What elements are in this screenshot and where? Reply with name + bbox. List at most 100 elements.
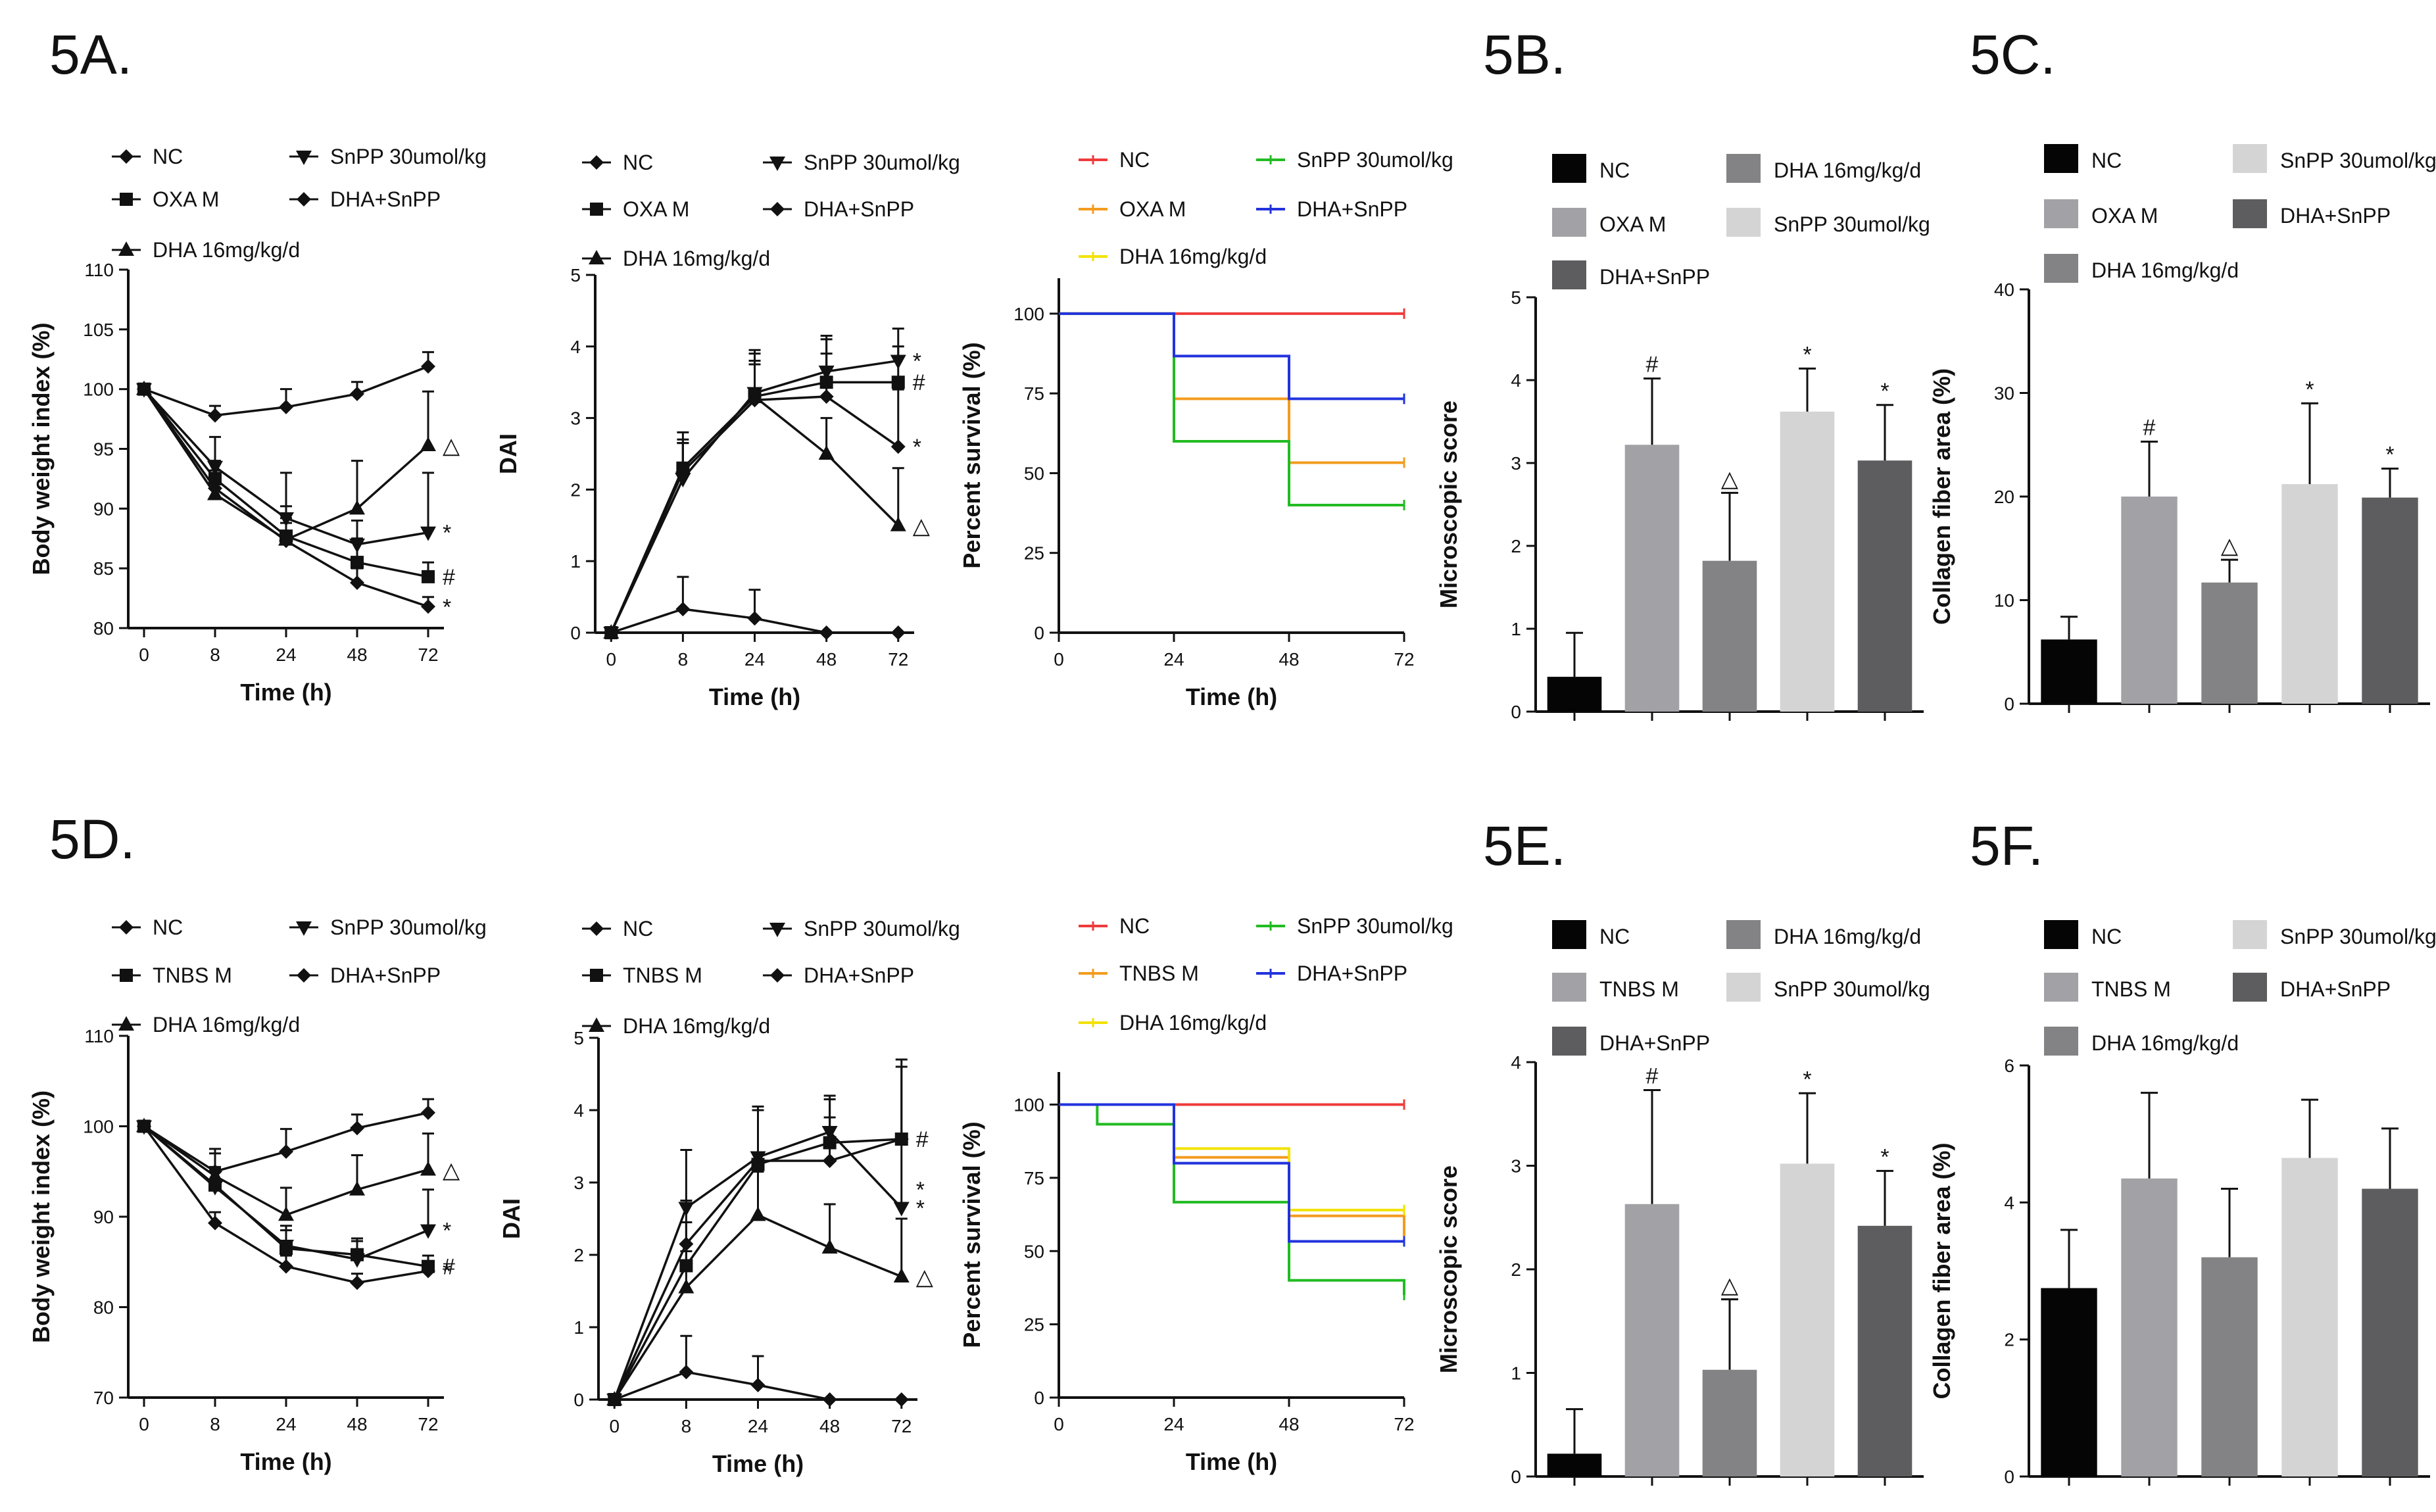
bar	[2121, 497, 2178, 704]
y-tick-label: 4	[573, 1100, 584, 1121]
y-tick-label: 0	[1511, 1467, 1521, 1487]
y-axis-title: DAI	[498, 1198, 525, 1239]
y-tick-label: 100	[1013, 1095, 1044, 1115]
significance-mark: #	[1646, 352, 1659, 377]
legend-swatch	[2233, 973, 2267, 1002]
data-point	[278, 1206, 294, 1221]
legend-item: NC	[582, 151, 653, 174]
legend-swatch	[1552, 1027, 1586, 1056]
y-tick-label: 30	[1994, 383, 2014, 404]
bar	[1547, 677, 1602, 712]
legend-swatch	[2233, 920, 2267, 949]
data-point	[893, 1202, 910, 1217]
y-axis-title: Microscopic score	[1435, 401, 1462, 608]
legend-marker	[297, 968, 311, 983]
significance-mark: *	[443, 1259, 451, 1284]
legend-swatch	[1552, 154, 1586, 183]
x-tick-label: 8	[210, 645, 220, 665]
legend-label: SnPP 30umol/kg	[1774, 212, 1930, 236]
legend-label: OXA M	[153, 187, 219, 211]
panel-label-5f: 5F.	[1970, 815, 2043, 877]
legend-label: DHA+SnPP	[2280, 204, 2391, 228]
x-tick-label: 72	[418, 1414, 438, 1434]
y-tick-label: 110	[84, 260, 114, 280]
survival-curve-4	[1059, 1103, 1404, 1243]
bar	[2281, 1158, 2338, 1476]
x-tick-label: 48	[347, 1414, 367, 1434]
y-tick-label: 90	[93, 499, 114, 519]
legend-label: NC	[1599, 159, 1630, 182]
y-tick-label: 4	[1511, 370, 1521, 391]
legend-item: NC	[582, 917, 653, 940]
significance-mark: △	[1721, 1273, 1739, 1298]
legend-swatch	[2044, 144, 2078, 173]
survival-chart-a3: 0 25 50 75 100 Percent survival (%) 0 24 48 72 Tim…	[958, 148, 1453, 710]
legend-item: SnPP 30umol/kg	[2233, 920, 2436, 949]
legend-label: SnPP 30umol/kg	[330, 915, 487, 939]
line-chart-d2: 0 1 2 3 4 5 DAI 0 8 24 48 72 Time (h) * # * △ NC SnPP 30um…	[498, 917, 960, 1477]
legend-marker	[297, 192, 311, 207]
legend-swatch	[1726, 920, 1761, 949]
bar	[1702, 560, 1757, 712]
series-0	[137, 351, 435, 423]
bar-chart-b: 0 1 2 3 4 5 Microscopic score # △ * * NC DHA 16mg/kg…	[1435, 154, 1930, 722]
x-axis-title: Time (h)	[1186, 1448, 1277, 1475]
y-tick-label: 0	[573, 1390, 584, 1410]
x-tick-label: 24	[748, 1416, 768, 1436]
bar	[2201, 1257, 2258, 1476]
y-axis-title: Percent survival (%)	[958, 1121, 985, 1348]
bar	[1780, 1163, 1835, 1476]
y-tick-label: 4	[1511, 1052, 1521, 1073]
legend-item: TNBS M	[2044, 973, 2171, 1002]
data-point	[675, 602, 691, 617]
y-tick-label: 105	[83, 320, 114, 340]
y-tick-label: 0	[2004, 1467, 2014, 1487]
legend-label: SnPP 30umol/kg	[330, 145, 487, 168]
legend-swatch	[2044, 1027, 2078, 1056]
legend-item: TNBS M	[1079, 962, 1199, 985]
legend-item: NC	[2044, 144, 2122, 173]
legend-label: DHA+SnPP	[330, 963, 441, 987]
legend-item: SnPP 30umol/kg	[2233, 144, 2436, 173]
significance-mark: #	[1646, 1064, 1659, 1089]
legend-item: SnPP 30umol/kg	[1726, 208, 1930, 237]
y-tick-label: 50	[1024, 463, 1044, 483]
legend-label: DHA+SnPP	[2280, 977, 2391, 1001]
x-tick-label: 0	[1054, 649, 1064, 670]
legend-marker	[589, 155, 604, 170]
survival-curve-4	[1059, 312, 1404, 401]
legend-label: SnPP 30umol/kg	[804, 917, 960, 940]
significance-mark: #	[916, 1127, 929, 1152]
y-tick-label: 20	[1994, 487, 2014, 507]
legend-label: DHA 16mg/kg/d	[153, 1013, 300, 1036]
legend-label: NC	[2091, 925, 2122, 948]
legend-label: OXA M	[1599, 212, 1666, 236]
data-point	[750, 1154, 766, 1168]
x-tick-label: 24	[276, 645, 296, 665]
y-tick-label: 2	[573, 1245, 584, 1265]
legend-marker	[589, 921, 604, 936]
legend-item: OXA M	[2044, 199, 2158, 228]
data-point	[747, 393, 762, 408]
legend-label: NC	[623, 151, 653, 174]
x-tick-label: 0	[139, 1414, 149, 1434]
data-point	[349, 500, 365, 515]
series-4	[137, 1119, 435, 1290]
legend-marker	[769, 923, 785, 937]
data-point	[349, 1253, 365, 1268]
significance-mark: #	[913, 370, 925, 395]
data-point	[607, 1392, 622, 1407]
legend-label: OXA M	[623, 197, 689, 221]
x-tick-label: 8	[681, 1416, 692, 1436]
series-4	[604, 353, 906, 640]
bar	[1702, 1369, 1757, 1476]
bar	[2362, 1188, 2418, 1476]
data-point	[675, 464, 691, 479]
legend-label: DHA 16mg/kg/d	[623, 247, 770, 270]
legend-marker	[589, 250, 604, 264]
legend-label: DHA+SnPP	[804, 197, 914, 221]
legend-label: DHA 16mg/kg/d	[153, 238, 300, 262]
legend-label: DHA+SnPP	[1297, 197, 1407, 221]
